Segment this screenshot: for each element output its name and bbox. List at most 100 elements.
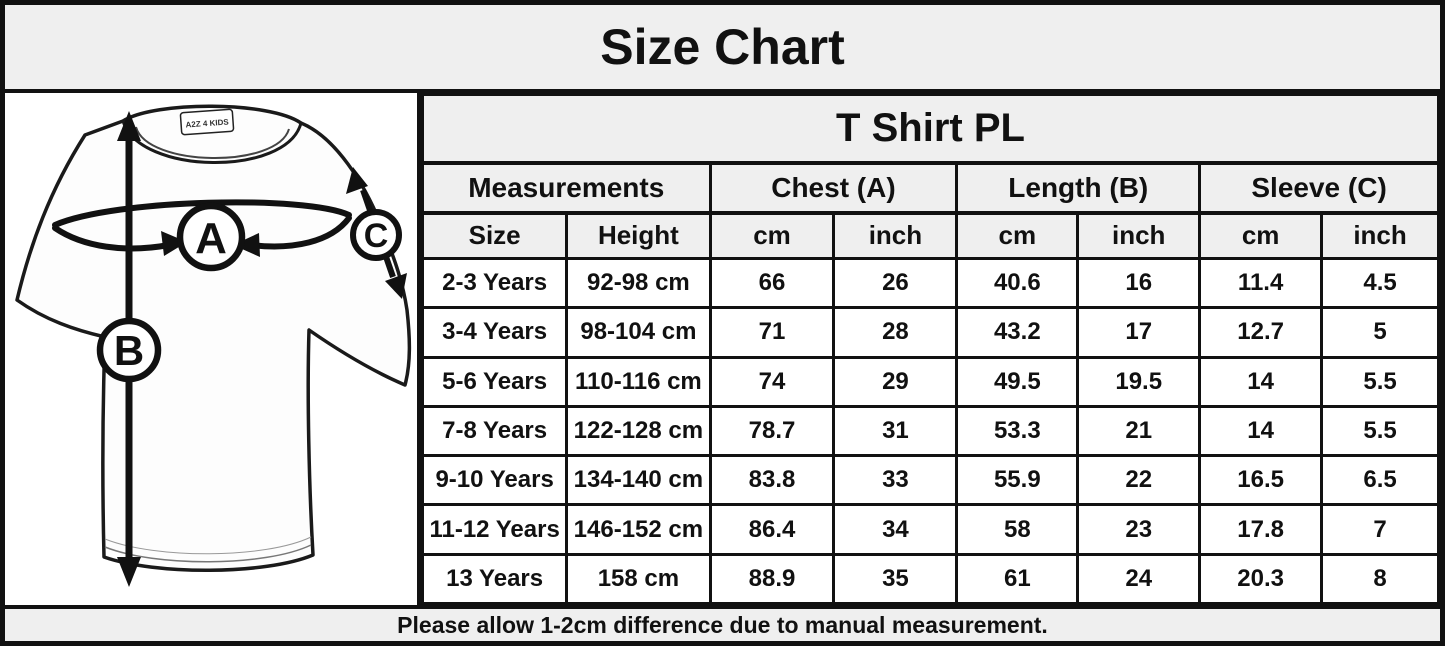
cell-size: 9-10 Years [420,454,569,507]
cell-sleeve-inch: 6.5 [1320,454,1440,507]
cell-sleeve-cm: 14 [1198,355,1324,408]
cell-length-cm: 61 [955,552,1080,606]
cell-sleeve-cm: 17.8 [1198,503,1324,556]
cell-sleeve-inch: 8 [1320,552,1440,606]
cell-size: 5-6 Years [420,355,569,408]
cell-chest-inch: 34 [832,503,959,556]
title-bar: Size Chart [5,5,1440,93]
cell-length-cm: 55.9 [955,454,1080,507]
cell-length-cm: 53.3 [955,404,1080,458]
group-length: Length (B) [955,161,1202,215]
cell-chest-cm: 78.7 [708,404,836,458]
page-title: Size Chart [600,19,845,75]
cell-size: 3-4 Years [420,306,569,359]
cell-size: 11-12 Years [420,503,569,556]
cell-chest-cm: 88.9 [708,552,836,606]
col-height: Height [565,211,712,260]
col-size: Size [420,211,569,260]
cell-chest-cm: 83.8 [708,454,836,507]
chest-arrow [52,199,352,257]
sleeve-marker-label: C [364,217,389,255]
cell-chest-inch: 31 [832,404,959,458]
tshirt-diagram: A2Z 4 KIDS [15,104,412,587]
cell-sleeve-inch: 5 [1320,306,1440,359]
cell-length-inch: 23 [1076,503,1202,556]
cell-length-cm: 43.2 [955,306,1080,359]
cell-chest-cm: 71 [708,306,836,359]
group-chest: Chest (A) [708,161,959,215]
cell-height: 158 cm [565,552,712,606]
cell-length-inch: 24 [1076,552,1202,606]
cell-length-cm: 58 [955,503,1080,556]
size-table-panel: T Shirt PL Measurements Chest (A) Length… [417,93,1440,606]
cell-sleeve-cm: 14 [1198,404,1324,458]
cell-length-cm: 40.6 [955,256,1080,310]
cell-chest-inch: 33 [832,454,959,507]
footer-bar: Please allow 1-2cm difference due to man… [5,605,1440,641]
table-row: 13 Years 158 cm 88.9 35 61 24 20.3 8 [420,552,1440,606]
cell-height: 98-104 cm [565,306,712,359]
col-length-cm: cm [955,211,1080,260]
table-row: 3-4 Years 98-104 cm 71 28 43.2 17 12.7 5 [420,306,1440,359]
collar-tag: A2Z 4 KIDS [179,108,235,136]
cell-sleeve-cm: 16.5 [1198,454,1324,507]
col-sleeve-inch: inch [1320,211,1440,260]
table-row: 9-10 Years 134-140 cm 83.8 33 55.9 22 16… [420,454,1440,507]
tshirt-diagram-panel: A2Z 4 KIDS [5,93,417,605]
col-sleeve-cm: cm [1198,211,1324,260]
cell-chest-inch: 26 [832,256,959,310]
cell-chest-cm: 74 [708,355,836,408]
col-chest-inch: inch [832,211,959,260]
length-marker: B [96,317,162,383]
collar-inner [135,126,290,159]
cell-length-cm: 49.5 [955,355,1080,408]
cell-sleeve-cm: 12.7 [1198,306,1324,359]
content-area: A2Z 4 KIDS [5,93,1440,606]
cell-height: 134-140 cm [565,454,712,507]
cell-chest-cm: 86.4 [708,503,836,556]
sleeve-marker: C [350,209,402,261]
table-row: 7-8 Years 122-128 cm 78.7 31 53.3 21 14 … [420,404,1440,458]
table-row: 2-3 Years 92-98 cm 66 26 40.6 16 11.4 4.… [420,256,1440,310]
cell-sleeve-inch: 5.5 [1320,404,1440,458]
cell-size: 2-3 Years [420,256,569,310]
cell-length-inch: 21 [1076,404,1202,458]
cell-sleeve-cm: 20.3 [1198,552,1324,606]
col-length-inch: inch [1076,211,1202,260]
cell-sleeve-inch: 5.5 [1320,355,1440,408]
cell-size: 13 Years [420,552,569,606]
group-measurements: Measurements [421,161,712,215]
cell-sleeve-inch: 7 [1320,503,1440,556]
cell-length-inch: 16 [1076,256,1202,310]
table-row: 5-6 Years 110-116 cm 74 29 49.5 19.5 14 … [420,355,1440,408]
measurement-note: Please allow 1-2cm difference due to man… [397,611,1048,638]
chest-marker-label: A [195,214,227,263]
cell-size: 7-8 Years [420,404,569,458]
col-chest-cm: cm [708,211,836,260]
cell-sleeve-inch: 4.5 [1320,256,1440,310]
tshirt-outline [15,104,412,572]
table-row: 11-12 Years 146-152 cm 86.4 34 58 23 17.… [420,503,1440,556]
group-sleeve: Sleeve (C) [1198,161,1440,215]
cell-chest-inch: 29 [832,355,959,408]
collar-tag-label: A2Z 4 KIDS [185,117,229,129]
cell-length-inch: 17 [1076,306,1202,359]
cell-height: 92-98 cm [565,256,712,310]
chest-marker: A [176,202,246,272]
size-table: T Shirt PL Measurements Chest (A) Length… [420,93,1440,606]
cell-height: 122-128 cm [565,404,712,458]
table-title: T Shirt PL [421,93,1440,165]
cell-chest-inch: 28 [832,306,959,359]
table-group-header-row: Measurements Chest (A) Length (B) Sleeve… [421,161,1440,215]
cell-length-inch: 22 [1076,454,1202,507]
cell-sleeve-cm: 11.4 [1198,256,1324,310]
length-marker-label: B [114,327,144,374]
cell-chest-cm: 66 [708,256,836,310]
table-subheader-row: Size Height cm inch cm inch cm inch [420,211,1440,260]
cell-height: 110-116 cm [565,355,712,408]
table-title-row: T Shirt PL [421,93,1440,165]
cell-length-inch: 19.5 [1076,355,1202,408]
cell-height: 146-152 cm [565,503,712,556]
cell-chest-inch: 35 [832,552,959,606]
